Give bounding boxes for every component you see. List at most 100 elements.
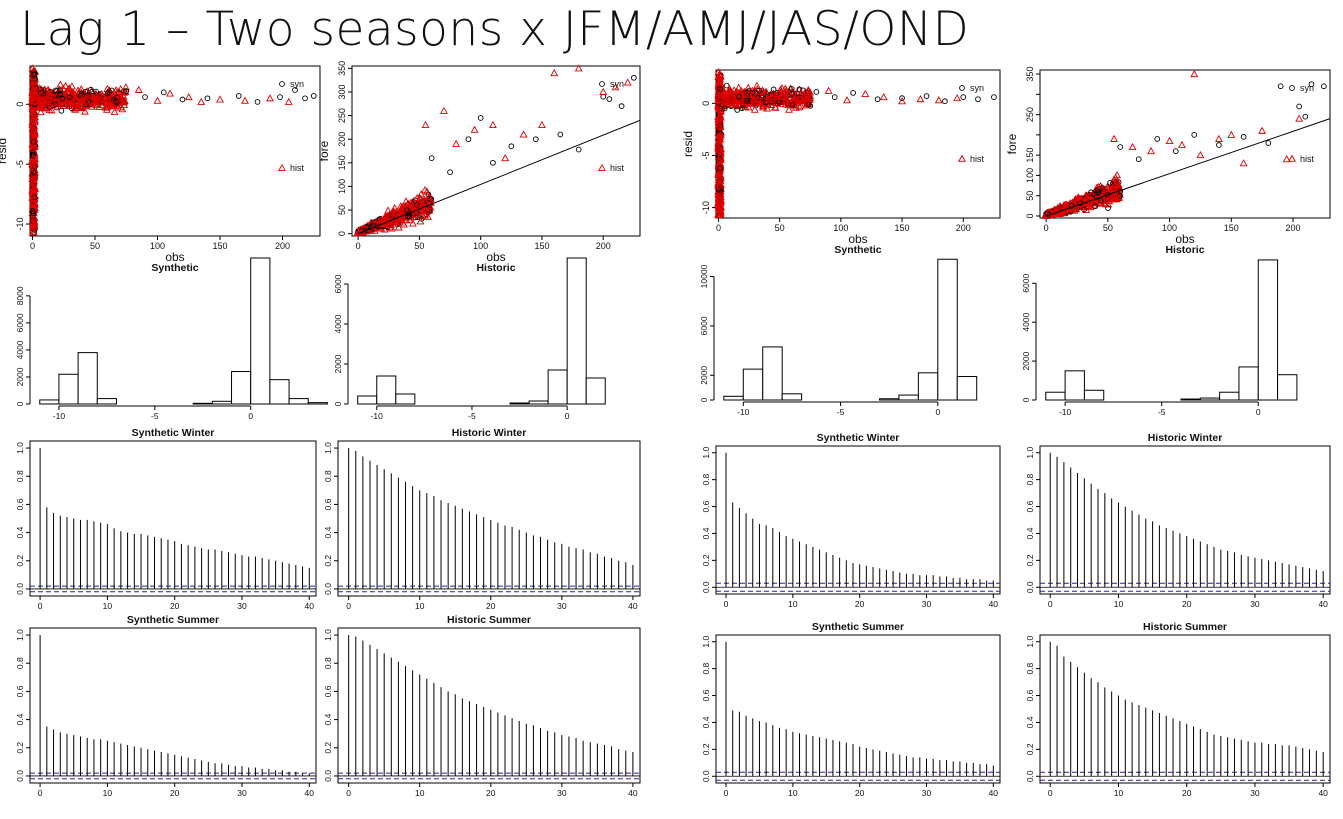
y-tick-label: 0.0 (1025, 770, 1035, 782)
x-tick-label: 10 (103, 601, 113, 611)
legend-label-syn: syn (610, 79, 624, 89)
dense-point (421, 186, 429, 194)
chart-title: Historic (1165, 244, 1204, 256)
point-syn (899, 95, 905, 101)
point-hist (800, 90, 809, 99)
point-syn (631, 74, 637, 81)
chart-title: Synthetic Winter (817, 432, 900, 444)
x-tick-label: -5 (837, 407, 845, 417)
dense-point (404, 199, 413, 207)
chart-title: Synthetic Winter (132, 427, 215, 439)
dense-point (716, 129, 724, 137)
y-tick-label: 1.0 (1025, 447, 1035, 459)
y-tick-label: 8000 (15, 286, 25, 305)
dense-point (759, 91, 768, 99)
x-tick-label: 0 (1048, 599, 1053, 609)
dense-point (82, 88, 89, 95)
y-tick-label: -5 (15, 160, 25, 168)
dense-point (733, 96, 742, 104)
dense-point (28, 109, 37, 117)
x-tick-label: 0 (30, 241, 35, 251)
point-syn (254, 99, 261, 105)
hist-bar (1199, 397, 1221, 401)
dense-point (70, 104, 79, 112)
dense-point (29, 184, 38, 192)
point-hist (611, 83, 620, 91)
legend-marker-syn (959, 85, 965, 91)
point-hist (28, 64, 37, 72)
dense-point (74, 86, 82, 94)
dense-point (71, 96, 80, 104)
hist-bar (547, 369, 568, 405)
point-hist (1190, 69, 1199, 78)
chart-R-acf-hist-summer: 0 10 20 30 40 0.0 0.2 0.4 0.6 0.8 1.0 Historic Summ… (1025, 621, 1331, 798)
hist-bar (211, 400, 233, 405)
y-tick-label: 0.4 (15, 526, 25, 538)
y-tick-label: 350 (1025, 67, 1035, 82)
x-tick-label: 100 (1162, 223, 1177, 233)
x-axis-label: obs (486, 250, 505, 264)
y-tick-label: 4000 (333, 314, 343, 333)
hist-bar (781, 393, 803, 401)
y-tick-label: 0.6 (1025, 689, 1035, 701)
dense-point (759, 103, 768, 111)
point-hist (1165, 136, 1174, 144)
dense-point (756, 87, 762, 94)
point-syn (1154, 136, 1161, 142)
point-hist (934, 96, 943, 104)
legend-label-hist: hist (610, 163, 625, 173)
dense-point (93, 88, 99, 95)
point-syn (874, 96, 881, 103)
dense-point (87, 102, 96, 110)
point-syn (618, 103, 625, 109)
x-tick-label: 40 (628, 788, 638, 798)
dense-point (29, 176, 38, 184)
y-tick-label: 0.8 (1025, 662, 1035, 674)
x-tick-label: 20 (855, 599, 865, 609)
x-tick-label: 150 (212, 241, 227, 251)
dense-point (83, 91, 92, 99)
dense-point (781, 84, 790, 92)
point-syn (532, 136, 539, 143)
x-tick-label: 20 (486, 788, 496, 798)
x-tick-label: 50 (1103, 223, 1113, 233)
dense-point (719, 95, 727, 103)
dense-point (723, 82, 730, 89)
dense-point (387, 224, 396, 232)
dense-point (394, 223, 403, 231)
dense-point (714, 114, 723, 122)
point-syn (204, 95, 211, 102)
dense-point (796, 86, 803, 93)
y-tick-label: 0.2 (701, 743, 711, 755)
dense-point (714, 210, 723, 219)
point-hist (488, 120, 497, 129)
x-tick-label: 20 (170, 788, 180, 798)
legend-marker-hist (598, 163, 606, 172)
dense-point (30, 221, 39, 229)
dense-point (78, 95, 87, 103)
x-tick-label: 40 (989, 599, 999, 609)
dense-point (765, 95, 774, 103)
dense-point (744, 98, 751, 104)
x-tick-label: 0 (248, 411, 253, 421)
x-tick-label: 20 (1182, 788, 1192, 798)
acf-layer (716, 641, 1000, 781)
y-tick-label: 0.2 (323, 555, 333, 567)
y-tick-label: 0.8 (701, 662, 711, 674)
y-tick-label: 6000 (1021, 274, 1031, 293)
y-axis-label: resid (681, 131, 695, 157)
dense-point (38, 97, 47, 105)
chart-L-acf-syn-winter: 0 10 20 30 40 0.0 0.2 0.4 0.6 0.8 1.0 Synthetic Win… (15, 427, 317, 611)
x-tick-label: 200 (596, 241, 611, 251)
dense-point (715, 200, 724, 208)
y-tick-label: 0.2 (15, 555, 25, 567)
y-tick-label: 0.6 (323, 498, 333, 510)
dense-point (93, 100, 102, 109)
x-tick-label: 0 (346, 601, 351, 611)
point-hist (1227, 130, 1236, 138)
legend-marker-hist (278, 163, 286, 172)
dense-point (790, 97, 799, 105)
dense-point (802, 101, 811, 109)
plot-frame (29, 440, 317, 597)
point-syn (490, 159, 496, 166)
